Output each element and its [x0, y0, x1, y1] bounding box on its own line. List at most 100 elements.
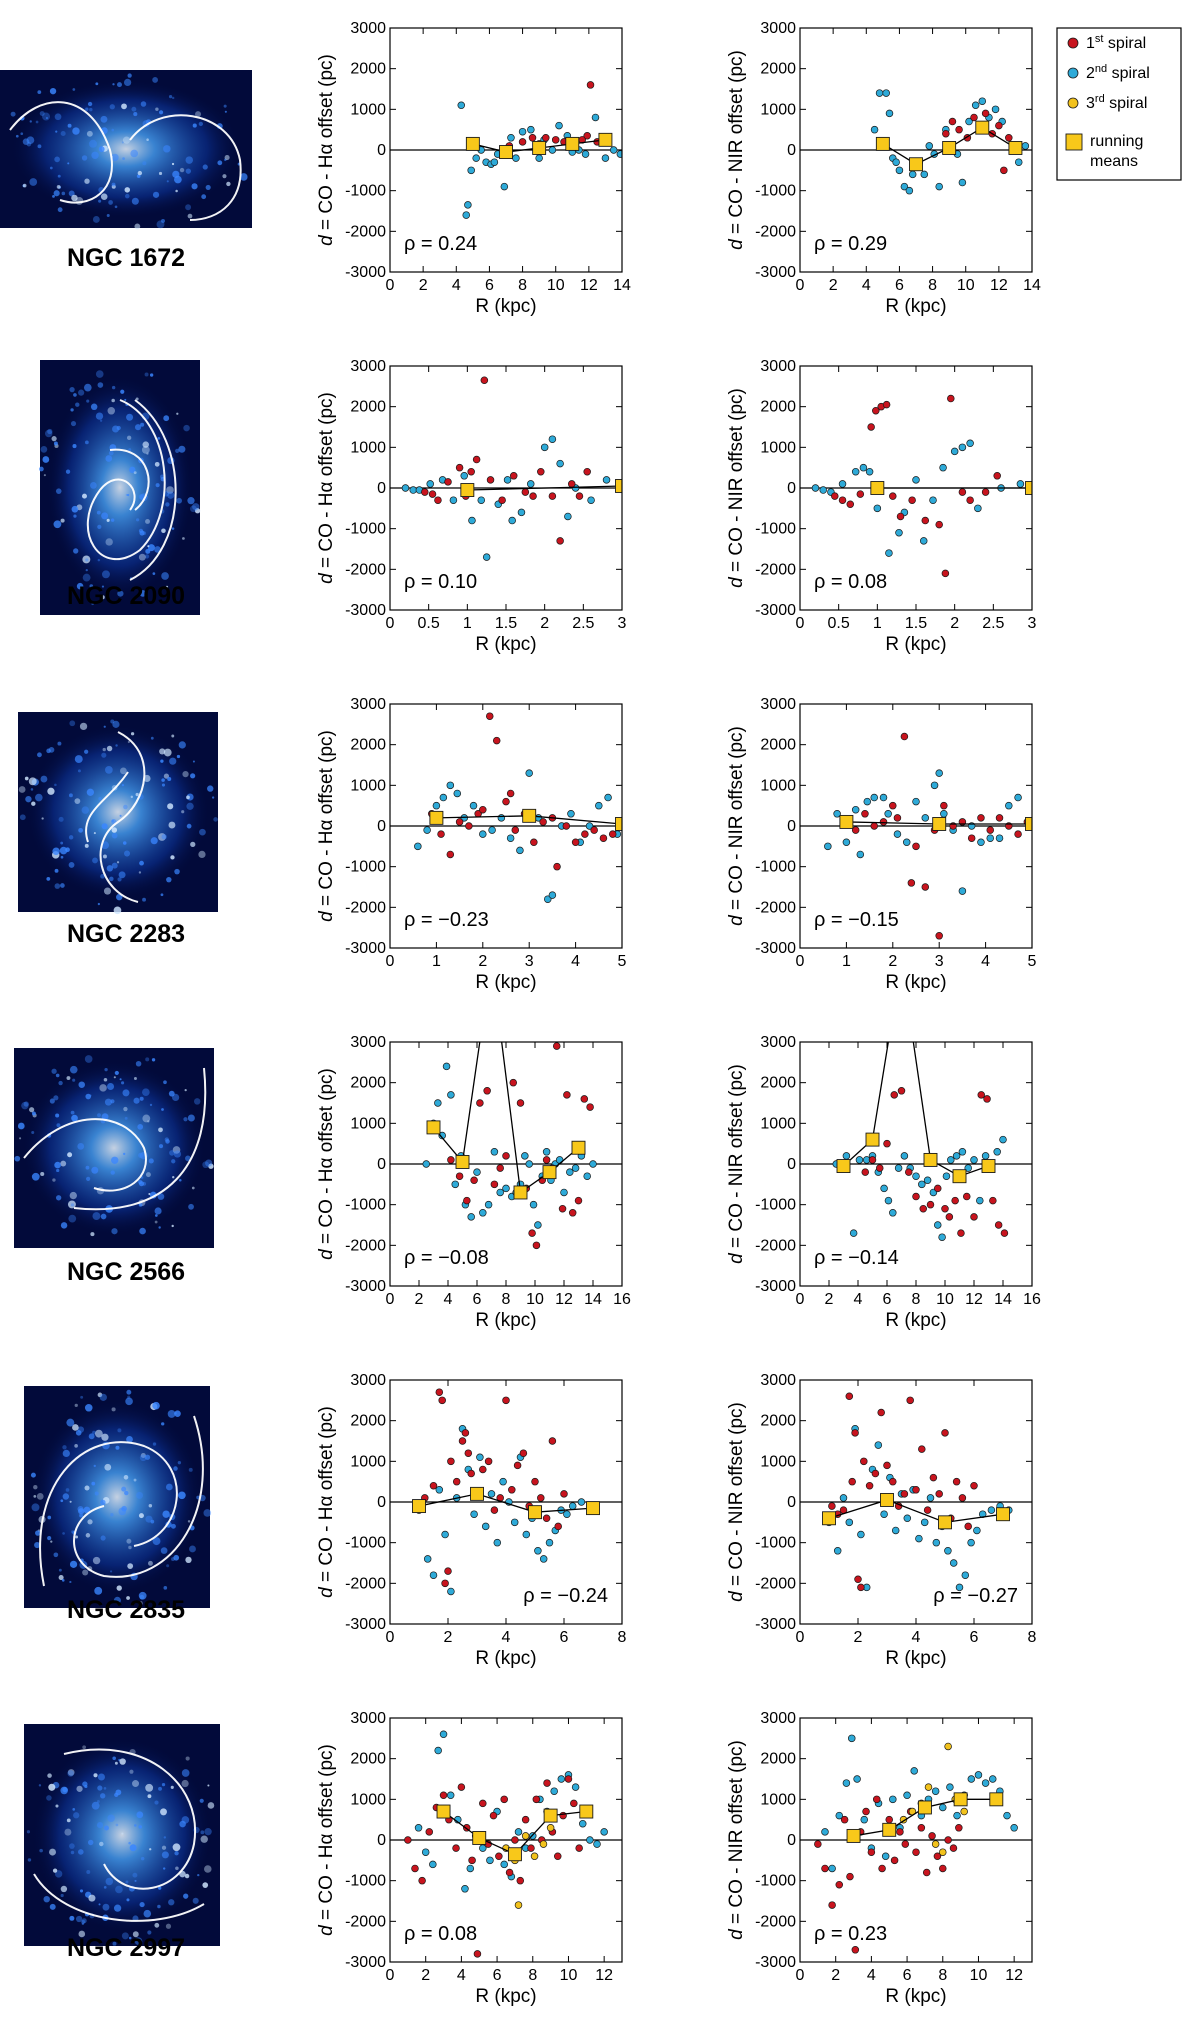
- y-tick-label: -3000: [345, 264, 386, 281]
- emission-clump: [188, 214, 193, 219]
- point-1st-spiral: [989, 1197, 996, 1204]
- emission-clump: [44, 1896, 50, 1902]
- point-2nd-spiral: [462, 1885, 469, 1892]
- y-tick-label: 0: [787, 1494, 796, 1511]
- y-tick-label: -3000: [755, 264, 796, 281]
- point-2nd-spiral: [430, 1572, 437, 1579]
- running-mean-marker: [500, 146, 513, 159]
- x-tick-label: 6: [560, 1629, 569, 1646]
- emission-clump: [139, 554, 146, 561]
- correlation-coefficient: ρ = −0.08: [404, 1247, 489, 1269]
- x-tick-label: 14: [613, 277, 631, 294]
- running-mean-marker: [871, 482, 884, 495]
- emission-clump: [92, 858, 98, 864]
- emission-clump: [73, 548, 78, 553]
- emission-clump: [123, 1153, 125, 1155]
- x-tick-label: 2: [419, 277, 428, 294]
- x-tick-label: 6: [883, 1291, 892, 1308]
- emission-clump: [159, 748, 165, 754]
- point-1st-spiral: [862, 810, 869, 817]
- emission-clump: [37, 752, 42, 757]
- point-1st-spiral: [953, 1478, 960, 1485]
- emission-clump: [32, 1503, 40, 1511]
- y-tick-label: 1000: [760, 777, 796, 794]
- point-2nd-spiral: [527, 126, 534, 133]
- emission-clump: [54, 1552, 59, 1557]
- point-2nd-spiral: [913, 798, 920, 805]
- emission-clump: [112, 425, 119, 432]
- point-1st-spiral: [963, 1193, 970, 1200]
- emission-clump: [115, 1789, 121, 1795]
- y-tick-label: 2000: [350, 1413, 386, 1430]
- point-2nd-spiral: [976, 1197, 983, 1204]
- y-tick-label: 1000: [760, 1791, 796, 1808]
- emission-clump: [54, 157, 60, 163]
- point-2nd-spiral: [839, 481, 846, 488]
- y-tick-label: 0: [787, 818, 796, 835]
- point-1st-spiral: [936, 932, 943, 939]
- x-tick-label: 8: [928, 277, 937, 294]
- emission-clump: [172, 1225, 174, 1227]
- emission-clump: [104, 1068, 107, 1071]
- emission-clump: [130, 150, 138, 158]
- point-1st-spiral: [584, 468, 591, 475]
- point-3rd-spiral: [925, 1784, 932, 1791]
- emission-clump: [136, 1492, 143, 1499]
- emission-clump: [145, 1455, 150, 1460]
- emission-clump: [172, 1094, 179, 1101]
- point-1st-spiral: [918, 1446, 925, 1453]
- emission-clump: [169, 95, 172, 98]
- running-mean-marker: [982, 1160, 995, 1173]
- y-tick-label: 3000: [350, 358, 386, 375]
- emission-clump: [89, 140, 97, 148]
- point-2nd-spiral: [602, 155, 609, 162]
- point-1st-spiral: [852, 1429, 859, 1436]
- point-2nd-spiral: [471, 1511, 478, 1518]
- point-1st-spiral: [907, 1397, 914, 1404]
- point-2nd-spiral: [521, 1152, 528, 1159]
- point-1st-spiral: [891, 1857, 898, 1864]
- emission-clump: [199, 829, 206, 836]
- emission-clump: [146, 138, 149, 141]
- y-tick-label: 1000: [350, 1453, 386, 1470]
- point-2nd-spiral: [452, 1181, 459, 1188]
- point-2nd-spiral: [485, 1201, 492, 1208]
- emission-clump: [186, 803, 193, 810]
- point-2nd-spiral: [541, 444, 548, 451]
- emission-clump: [178, 446, 185, 453]
- point-2nd-spiral: [429, 1861, 436, 1868]
- point-1st-spiral: [447, 851, 454, 858]
- y-axis-label: d = CO - Hα offset (pc): [316, 1744, 337, 1936]
- point-2nd-spiral: [959, 1148, 966, 1155]
- emission-clump: [169, 758, 176, 765]
- emission-clump: [97, 1800, 100, 1803]
- y-tick-label: 3000: [760, 358, 796, 375]
- point-2nd-spiral: [894, 831, 901, 838]
- y-tick-label: 3000: [760, 1710, 796, 1727]
- point-2nd-spiral: [871, 794, 878, 801]
- emission-clump: [125, 194, 130, 199]
- emission-clump: [136, 1061, 142, 1067]
- x-tick-label: 0.5: [418, 615, 440, 632]
- x-tick-label: 6: [485, 277, 494, 294]
- point-2nd-spiral: [932, 1788, 939, 1795]
- point-1st-spiral: [945, 1837, 952, 1844]
- scatter-panel: 0 0.5 1 1.5 2 2.5 3-3000-2000-1000010002000300…: [316, 358, 629, 655]
- point-2nd-spiral: [982, 1780, 989, 1787]
- legend-1st-spiral-marker: [1068, 38, 1078, 48]
- point-2nd-spiral: [517, 847, 524, 854]
- point-1st-spiral: [891, 1091, 898, 1098]
- point-2nd-spiral: [850, 1230, 857, 1237]
- x-tick-label: 6: [493, 1967, 502, 1984]
- point-2nd-spiral: [557, 460, 564, 467]
- emission-clump: [174, 176, 182, 184]
- point-2nd-spiral: [590, 1161, 597, 1168]
- point-1st-spiral: [512, 1837, 519, 1844]
- emission-clump: [127, 436, 131, 440]
- emission-clump: [93, 1557, 100, 1564]
- emission-clump: [161, 1422, 164, 1425]
- emission-clump: [193, 761, 195, 763]
- scatter-panel: 0 2 4 6 8-3000-2000-10000100020003000ρ = −0.…: [726, 1372, 1037, 1669]
- x-axis-label: R (kpc): [475, 1310, 536, 1331]
- emission-clump: [85, 107, 88, 110]
